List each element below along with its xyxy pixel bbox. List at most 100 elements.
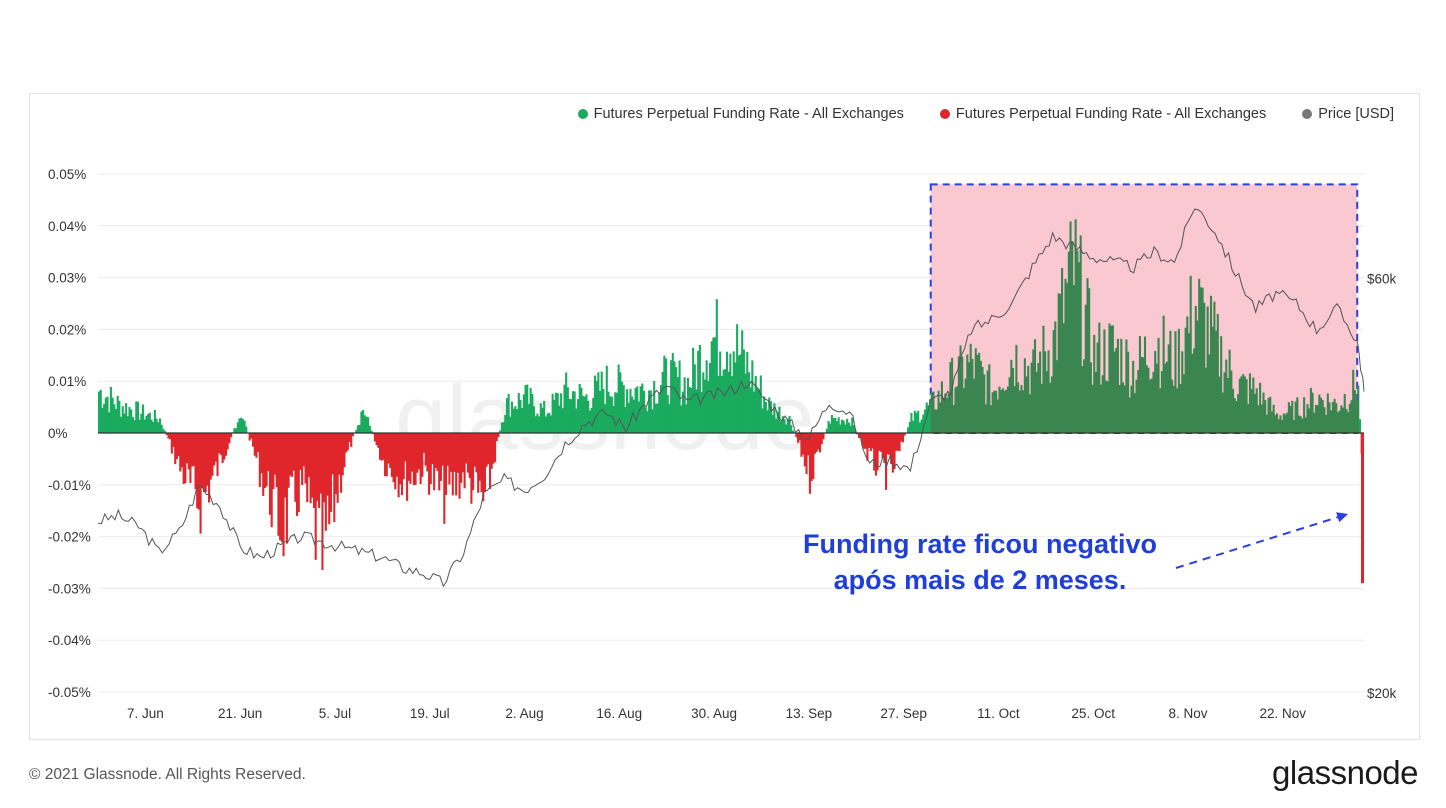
funding-rate-bar	[1052, 330, 1055, 433]
funding-rate-bar	[659, 385, 663, 433]
funding-rate-bar	[527, 404, 530, 433]
funding-rate-bar	[421, 433, 424, 477]
funding-rate-bar	[108, 412, 111, 433]
funding-rate-bar	[502, 422, 505, 433]
funding-rate-bar	[341, 433, 344, 476]
funding-rate-bar	[653, 381, 656, 433]
funding-rate-bar	[636, 386, 639, 433]
funding-rate-bar	[468, 433, 471, 479]
funding-rate-bar	[1093, 334, 1096, 433]
funding-rate-bar	[1133, 393, 1136, 433]
funding-rate-bar	[1108, 323, 1111, 433]
funding-rate-bar	[934, 409, 937, 433]
funding-rate-bar	[1103, 329, 1106, 433]
funding-rate-bar	[277, 433, 280, 536]
legend-item-negative-funding[interactable]: Futures Perpetual Funding Rate - All Exc…	[939, 106, 1266, 122]
x-tick-label: 5. Jul	[319, 706, 351, 721]
funding-rate-bar	[346, 433, 349, 451]
funding-rate-bar	[345, 433, 348, 453]
funding-rate-bar	[1336, 412, 1340, 433]
funding-rate-bar	[605, 365, 608, 433]
funding-rate-bar	[561, 408, 564, 433]
funding-rate-bar	[252, 433, 255, 447]
funding-rate-bar-last	[1361, 433, 1364, 584]
funding-rate-bar	[407, 433, 410, 481]
funding-rate-bar	[373, 433, 376, 442]
funding-rate-bar	[428, 433, 431, 495]
funding-rate-bar	[583, 396, 586, 433]
funding-rate-bar	[495, 433, 498, 441]
funding-rate-bar	[822, 433, 825, 440]
funding-rate-bar	[466, 433, 470, 473]
price-series-line	[97, 208, 1365, 588]
legend-item-positive-funding[interactable]: Futures Perpetual Funding Rate - All Exc…	[577, 106, 904, 122]
funding-rate-bar	[504, 415, 507, 433]
funding-rate-bar	[649, 390, 652, 433]
funding-rate-bar	[1335, 403, 1338, 433]
funding-rate-bar	[681, 391, 685, 433]
funding-rate-bar	[368, 425, 371, 433]
funding-rate-bar	[964, 378, 967, 433]
funding-rate-bar	[592, 398, 595, 433]
funding-rate-bar	[109, 386, 112, 433]
funding-rate-bar	[1115, 348, 1118, 433]
funding-rate-bar	[1340, 405, 1343, 433]
funding-rate-bar	[1303, 397, 1306, 433]
legend-item-price[interactable]: Price [USD]	[1302, 106, 1394, 122]
funding-rate-bar	[206, 433, 209, 486]
funding-rate-bar	[995, 390, 998, 433]
funding-rate-bar	[834, 417, 837, 433]
funding-rate-bar	[1059, 293, 1062, 433]
funding-rate-bar	[1216, 313, 1219, 433]
funding-rate-bar	[208, 433, 211, 503]
funding-rate-bar	[422, 433, 426, 453]
funding-rate-bar	[336, 433, 339, 503]
funding-rate-bar	[312, 433, 316, 508]
funding-rate-bar	[521, 407, 524, 433]
funding-rate-bar	[377, 433, 380, 448]
funding-rate-bar	[766, 410, 769, 433]
funding-rate-bar	[810, 433, 813, 482]
funding-rate-bar	[436, 433, 439, 472]
funding-rate-bar	[961, 356, 964, 433]
funding-rate-bar	[126, 416, 129, 433]
funding-rate-bar	[1218, 376, 1221, 433]
funding-rate-bar	[1010, 359, 1013, 433]
funding-rate-bar	[174, 433, 177, 465]
funding-rate-bar	[505, 398, 508, 433]
funding-rate-bar	[1182, 374, 1185, 433]
funding-rate-bar	[103, 404, 106, 433]
funding-rate-bar	[104, 397, 107, 433]
funding-rate-bar	[692, 347, 695, 433]
funding-rate-bar	[101, 408, 104, 433]
funding-rate-bar	[1125, 339, 1128, 433]
funding-rate-bar	[886, 433, 889, 455]
funding-rate-bar	[747, 372, 751, 433]
funding-rate-bar	[1333, 398, 1336, 433]
funding-rate-bar	[1225, 359, 1228, 433]
funding-rate-bar	[1177, 328, 1180, 433]
funding-rate-bar	[1230, 370, 1233, 433]
funding-rate-bar	[365, 416, 368, 433]
funding-rate-bar	[202, 433, 206, 493]
funding-rate-bar	[1313, 412, 1316, 433]
funding-rate-bar	[1291, 400, 1294, 433]
funding-rate-bar	[543, 400, 546, 433]
funding-rate-bar	[1081, 366, 1084, 433]
funding-rate-bar	[536, 413, 539, 433]
funding-rate-bar	[786, 418, 789, 433]
funding-rate-bar	[759, 375, 762, 433]
funding-rate-bar	[319, 433, 322, 494]
funding-rate-bar	[538, 416, 541, 433]
funding-rate-bar	[683, 377, 686, 433]
funding-rate-bar	[1150, 378, 1153, 433]
funding-rate-bar	[920, 419, 923, 433]
funding-rate-bar	[128, 407, 131, 433]
funding-rate-bar	[879, 433, 883, 452]
funding-rate-bar	[1094, 371, 1097, 433]
funding-rate-bar	[455, 433, 458, 496]
funding-rate-bar	[712, 337, 715, 433]
funding-rate-bar	[1319, 397, 1323, 433]
funding-rate-bar	[707, 380, 710, 433]
funding-rate-bar	[966, 354, 969, 433]
